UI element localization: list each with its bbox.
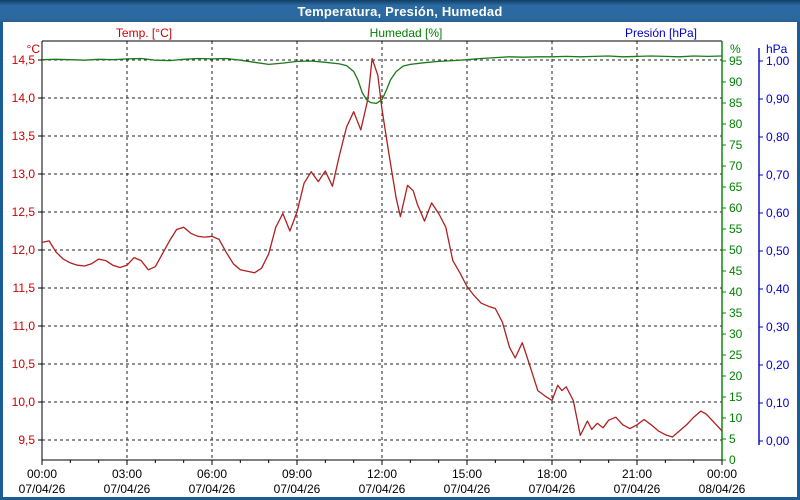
svg-text:°C: °C	[27, 42, 41, 56]
svg-text:12,5: 12,5	[12, 205, 36, 219]
svg-text:13,5: 13,5	[12, 129, 36, 143]
svg-text:65: 65	[729, 180, 743, 194]
axis-lines	[41, 40, 760, 461]
svg-text:10,5: 10,5	[12, 357, 36, 371]
svg-text:07/04/26: 07/04/26	[444, 482, 491, 496]
svg-text:11,5: 11,5	[13, 281, 36, 295]
svg-text:06:00: 06:00	[197, 467, 227, 481]
svg-text:18:00: 18:00	[537, 467, 567, 481]
svg-text:0: 0	[729, 453, 736, 467]
svg-text:0,70: 0,70	[766, 168, 790, 182]
svg-text:80: 80	[729, 117, 743, 131]
svg-text:07/04/26: 07/04/26	[189, 482, 236, 496]
time-axis: 00:0007/04/2603:0007/04/2606:0007/04/260…	[19, 460, 746, 496]
svg-text:20: 20	[729, 369, 743, 383]
svg-text:0,60: 0,60	[766, 206, 790, 220]
svg-text:0,00: 0,00	[766, 434, 790, 448]
svg-text:25: 25	[729, 348, 743, 362]
svg-text:15:00: 15:00	[452, 467, 482, 481]
svg-text:9,5: 9,5	[18, 433, 35, 447]
svg-text:07/04/26: 07/04/26	[104, 482, 151, 496]
svg-text:12,0: 12,0	[12, 243, 36, 257]
temp-axis: °C14,5 14,0 13,5 13,0 12,5 12,0 11,5 11,0 10,5 10…	[12, 42, 42, 447]
svg-text:55: 55	[729, 222, 743, 236]
svg-text:0,80: 0,80	[766, 130, 790, 144]
svg-text:0,30: 0,30	[766, 320, 790, 334]
svg-text:00:00: 00:00	[707, 467, 737, 481]
svg-text:85: 85	[729, 96, 743, 110]
svg-text:95: 95	[729, 54, 743, 68]
svg-text:08/04/26: 08/04/26	[699, 482, 746, 496]
svg-text:90: 90	[729, 75, 743, 89]
svg-text:00:00: 00:00	[27, 467, 57, 481]
svg-text:75: 75	[729, 138, 743, 152]
svg-text:07/04/26: 07/04/26	[529, 482, 576, 496]
svg-text:13,0: 13,0	[12, 167, 36, 181]
svg-text:50: 50	[729, 243, 743, 257]
temperature-curve	[41, 57, 723, 438]
svg-text:12:00: 12:00	[367, 467, 397, 481]
svg-text:0,20: 0,20	[766, 358, 790, 372]
svg-text:60: 60	[729, 201, 743, 215]
svg-text:14,5: 14,5	[12, 53, 36, 67]
svg-text:0,40: 0,40	[766, 282, 790, 296]
svg-text:21:00: 21:00	[622, 467, 652, 481]
legend-humidity: Humedad [%]	[369, 26, 443, 40]
svg-text:03:00: 03:00	[112, 467, 142, 481]
svg-text:10,0: 10,0	[12, 395, 36, 409]
svg-text:15: 15	[729, 390, 743, 404]
svg-text:09:00: 09:00	[282, 467, 312, 481]
svg-text:11,0: 11,0	[13, 319, 36, 333]
svg-text:1,00: 1,00	[766, 54, 790, 68]
svg-text:%: %	[730, 42, 741, 56]
svg-text:0,10: 0,10	[766, 396, 790, 410]
gridlines	[42, 41, 722, 460]
svg-text:0,90: 0,90	[766, 92, 790, 106]
window-title: Temperatura, Presión, Humedad	[297, 3, 503, 19]
svg-text:07/04/26: 07/04/26	[614, 482, 661, 496]
svg-text:30: 30	[729, 327, 743, 341]
svg-text:45: 45	[729, 264, 743, 278]
legend-temperature: Temp. [°C]	[115, 26, 173, 40]
legend-pressure: Presión [hPa]	[624, 26, 698, 40]
svg-text:40: 40	[729, 285, 743, 299]
svg-text:hPa: hPa	[766, 42, 788, 56]
humidity-curve	[41, 55, 723, 105]
svg-text:0,50: 0,50	[766, 244, 790, 258]
svg-text:70: 70	[729, 159, 743, 173]
svg-text:07/04/26: 07/04/26	[359, 482, 406, 496]
svg-text:35: 35	[729, 306, 743, 320]
svg-text:07/04/26: 07/04/26	[19, 482, 66, 496]
svg-text:10: 10	[729, 411, 743, 425]
window-titlebar[interactable]: Temperatura, Presión, Humedad	[0, 0, 800, 22]
svg-text:14,0: 14,0	[12, 91, 36, 105]
svg-text:07/04/26: 07/04/26	[274, 482, 321, 496]
svg-text:5: 5	[729, 432, 736, 446]
